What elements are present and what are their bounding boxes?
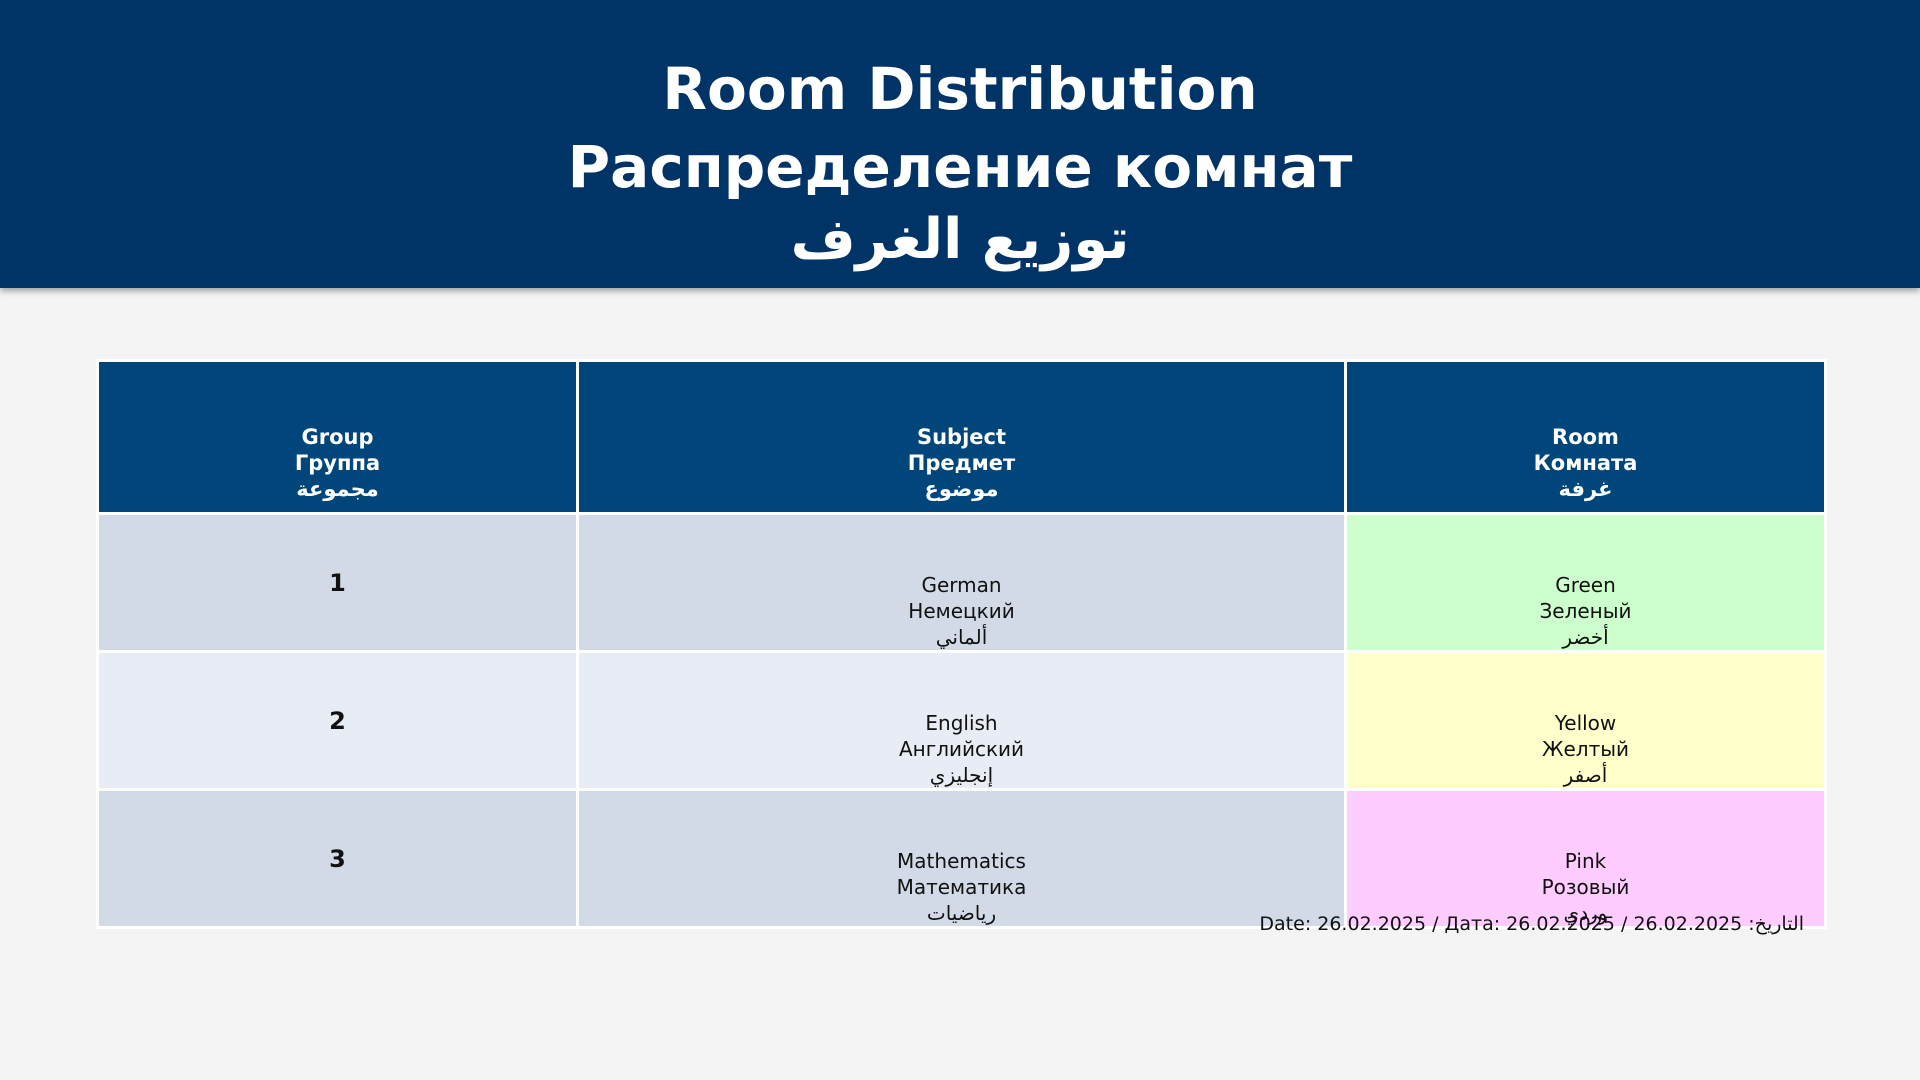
header-subject-ru: Предмет [907, 451, 1016, 475]
subject-ru: Английский [898, 737, 1025, 761]
table-row: 3 Mathematics Математика رياضيات Pink Ро… [96, 788, 1827, 929]
subject-en: English [925, 711, 998, 735]
group-cell: 2 [96, 650, 579, 791]
room-ru: Розовый [1541, 875, 1630, 899]
subject-ru: Математика [896, 875, 1027, 899]
room-cell: Yellow Желтый أصفر [1344, 650, 1827, 791]
subject-ru: Немецкий [908, 599, 1015, 623]
header-group-ru: Группа [294, 451, 381, 475]
room-ru: Зеленый [1539, 599, 1632, 623]
header-group-ar: مجموعة [296, 477, 379, 501]
header-room-en: Room [1552, 425, 1619, 449]
subject-cell: English Английский إنجليزي [576, 650, 1347, 791]
title-russian: Распределение комнат [567, 133, 1353, 201]
subject-ar: إنجليزي [929, 763, 994, 787]
room-cell: Pink Розовый وردي [1344, 788, 1827, 929]
room-en: Green [1555, 573, 1616, 597]
header-room-ar: غرفة [1558, 477, 1613, 501]
room-ar: أخضر [1562, 625, 1609, 649]
header-subject: Subject Предмет موضوع [576, 359, 1347, 515]
subject-ar: ألماني [935, 625, 988, 649]
header-room: Room Комната غرفة [1344, 359, 1827, 515]
title-arabic: توزيع الغرف [790, 207, 1130, 272]
subject-cell: Mathematics Математика رياضيات [576, 788, 1347, 929]
room-en: Pink [1564, 849, 1607, 873]
subject-en: German [921, 573, 1002, 597]
title-english: Room Distribution [662, 55, 1258, 123]
date-footer: Date: 26.02.2025 / Дата: 26.02.2025 / ال… [1259, 913, 1804, 935]
room-distribution-table: Group Группа مجموعة Subject Предмет موضو… [96, 359, 1827, 929]
room-en: Yellow [1554, 711, 1617, 735]
room-ru: Желтый [1541, 737, 1630, 761]
header-subject-ar: موضوع [924, 477, 999, 501]
table-header-row: Group Группа مجموعة Subject Предмет موضو… [96, 359, 1827, 515]
header-subject-en: Subject [916, 425, 1007, 449]
room-cell: Green Зеленый أخضر [1344, 512, 1827, 653]
subject-cell: German Немецкий ألماني [576, 512, 1347, 653]
group-cell: 1 [96, 512, 579, 653]
room-ar: وردي [1563, 901, 1608, 925]
title-banner: Room Distribution Распределение комнат ت… [0, 0, 1920, 288]
room-ar: أصفر [1563, 763, 1608, 787]
header-room-ru: Комната [1533, 451, 1638, 475]
subject-ar: رياضيات [926, 901, 997, 925]
subject-en: Mathematics [897, 849, 1026, 873]
header-group: Group Группа مجموعة [96, 359, 579, 515]
table-row: 1 German Немецкий ألماني Green Зеленый أ… [96, 512, 1827, 653]
header-group-en: Group [301, 425, 374, 449]
table-row: 2 English Английский إنجليزي Yellow Желт… [96, 650, 1827, 791]
group-cell: 3 [96, 788, 579, 929]
